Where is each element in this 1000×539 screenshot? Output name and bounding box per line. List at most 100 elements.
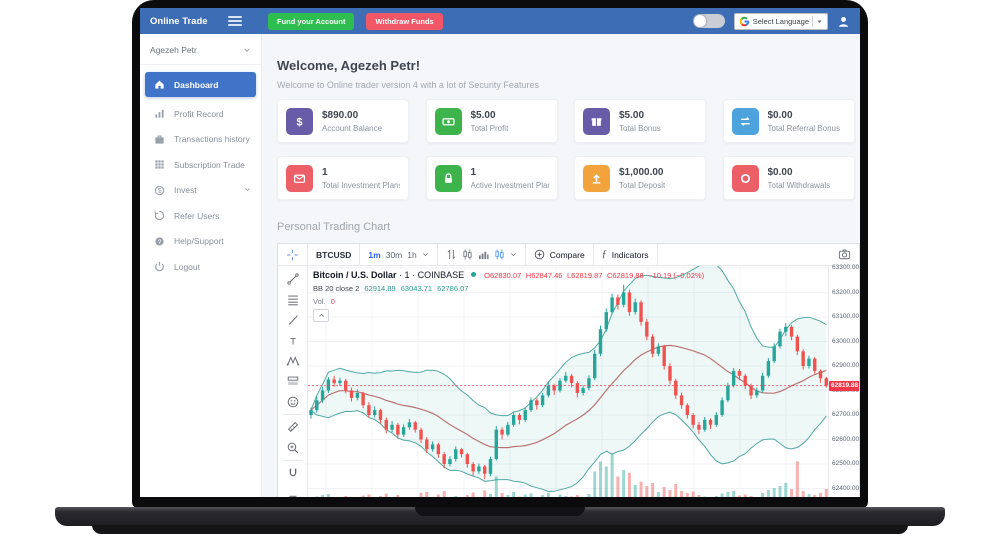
sidebar-item-label: Dashboard xyxy=(174,79,219,90)
exchange-icon xyxy=(731,107,759,135)
sidebar-item-label: Subscription Trade xyxy=(174,159,245,170)
indicators-button[interactable]: ƒ Indicators xyxy=(594,244,658,265)
svg-text:$: $ xyxy=(158,187,162,194)
screenshot-button[interactable] xyxy=(830,244,859,265)
pattern-tool[interactable] xyxy=(278,351,307,371)
sidebar-item-refer-users[interactable]: Refer Users xyxy=(140,203,261,229)
stat-label: Total Withdrawals xyxy=(767,180,831,190)
stat-label: Account Balance xyxy=(322,123,383,133)
chevron-down-icon xyxy=(244,48,250,52)
stat-value: 1 xyxy=(470,166,477,178)
price-tick: 63100.00 xyxy=(832,313,860,320)
crosshair-tool-button[interactable] xyxy=(278,244,308,265)
theme-toggle[interactable] xyxy=(692,14,725,28)
sidebar-item-subscription-trade[interactable]: Subscription Trade xyxy=(140,152,261,178)
brand-logo[interactable]: Online Trade xyxy=(150,15,208,27)
stat-card-total-deposit: $1,000.00 Total Deposit xyxy=(574,156,706,200)
gift-icon xyxy=(583,107,610,135)
long-position-tool[interactable] xyxy=(278,371,307,391)
chart-style-switcher xyxy=(438,244,526,265)
money-icon: $ xyxy=(154,184,166,196)
crosshair-icon xyxy=(287,249,298,260)
sidebar-item-label: Profit Record xyxy=(174,108,224,119)
chart-toolbar: BTCUSD 1m 30m 1h xyxy=(278,244,859,266)
bars-style-icon[interactable] xyxy=(446,249,457,260)
laptop-foot xyxy=(92,525,908,534)
dropdown-arrow-icon xyxy=(817,19,822,23)
user-account-icon[interactable] xyxy=(837,15,850,28)
hollow-candles-style-icon[interactable] xyxy=(494,249,505,260)
legend-collapse-button[interactable] xyxy=(313,309,329,322)
sidebar-item-label: Help/Support xyxy=(174,236,224,247)
price-tick: 62700.00 xyxy=(832,411,860,418)
circle-icon xyxy=(731,164,759,192)
emoji-tool[interactable] xyxy=(278,392,307,412)
withdraw-funds-button[interactable]: Withdraw Funds xyxy=(366,12,443,30)
timeframe-1m[interactable]: 1m xyxy=(368,249,381,260)
language-selector[interactable]: Select Language xyxy=(733,12,828,30)
timeframe-30m[interactable]: 30m xyxy=(385,249,403,260)
chart-plot-area[interactable]: Bitcoin / U.S. Dollar · 1 · COINBASE O62… xyxy=(308,266,828,497)
envelope-icon xyxy=(286,164,313,192)
home-icon xyxy=(154,79,166,91)
stat-card-total-investment-plans: 1 Total Investment Plans xyxy=(277,156,409,200)
timeframe-switcher: 1m 30m 1h xyxy=(360,244,438,265)
stat-label: Total Deposit xyxy=(619,180,666,190)
fib-retracement-tool[interactable] xyxy=(278,289,307,309)
stat-card-total-referral-bonus: $0.00 Total Referral Bonus xyxy=(722,99,855,143)
sidebar-user-menu[interactable]: Agezeh Petr xyxy=(140,34,261,65)
chevron-down-icon[interactable] xyxy=(510,251,517,258)
laptop-base xyxy=(55,507,945,526)
price-tick: 63300.00 xyxy=(832,264,860,271)
sidebar-item-profit-record[interactable]: Profit Record xyxy=(140,101,261,127)
hamburger-icon[interactable] xyxy=(228,14,242,28)
area-style-icon[interactable] xyxy=(478,249,489,260)
stat-value: 1 xyxy=(322,166,328,178)
dollar-icon: $ xyxy=(286,107,313,135)
stat-cards: $ $890.00 Account Balance $5.00 Total Prof… xyxy=(277,99,855,200)
candlestick-plot xyxy=(308,266,828,497)
trend-line-tool[interactable] xyxy=(278,269,307,289)
power-icon xyxy=(154,261,166,273)
stat-value: $5.00 xyxy=(470,109,496,121)
symbol-button[interactable]: BTCUSD xyxy=(308,244,361,265)
price-axis[interactable]: 63300.00 63200.00 63100.00 63000.00 62900.00… xyxy=(828,264,860,497)
sidebar-item-label: Invest xyxy=(174,185,197,196)
timeframe-1h[interactable]: 1h xyxy=(407,249,417,260)
svg-text:T: T xyxy=(290,336,296,347)
price-tick: 62500.00 xyxy=(832,460,860,467)
toggle-knob xyxy=(693,15,706,27)
text-tool[interactable]: T xyxy=(278,330,307,350)
trading-chart-widget: BTCUSD 1m 30m 1h xyxy=(277,243,860,497)
app-screen: Online Trade Fund your Account Withdraw … xyxy=(140,8,860,497)
compare-label: Compare xyxy=(549,249,585,260)
main-content: Welcome, Agezeh Petr! Welcome to Online … xyxy=(262,34,860,497)
candles-style-icon[interactable] xyxy=(462,249,473,260)
google-logo-icon xyxy=(739,16,749,26)
sidebar-item-logout[interactable]: Logout xyxy=(140,254,261,280)
fund-account-button[interactable]: Fund your Account xyxy=(268,12,355,30)
sidebar-item-invest[interactable]: $ Invest xyxy=(140,178,261,204)
briefcase-icon xyxy=(154,133,166,145)
chart-body: T xyxy=(278,264,860,497)
zoom-in-tool[interactable] xyxy=(278,438,307,458)
drawing-toolbar: T xyxy=(278,266,308,497)
camera-icon xyxy=(838,249,851,260)
refer-icon xyxy=(154,210,166,222)
sidebar-item-transactions-history[interactable]: Transactions history xyxy=(140,127,261,153)
lock-drawings-tool[interactable] xyxy=(278,484,307,497)
brush-tool[interactable] xyxy=(278,310,307,330)
compare-button[interactable]: Compare xyxy=(526,244,594,265)
chevron-up-icon xyxy=(318,313,324,317)
sidebar-item-help-support[interactable]: ? Help/Support xyxy=(140,229,261,255)
sidebar-item-label: Logout xyxy=(174,261,200,272)
measure-tool[interactable] xyxy=(278,417,307,437)
price-tick: 62600.00 xyxy=(832,435,860,443)
compare-plus-icon xyxy=(534,249,544,260)
stat-value: $890.00 xyxy=(322,109,359,121)
sidebar-item-dashboard[interactable]: Dashboard xyxy=(145,72,256,97)
magnet-tool[interactable] xyxy=(278,463,307,483)
chevron-down-icon[interactable] xyxy=(422,251,429,258)
stat-card-account-balance: $ $890.00 Account Balance xyxy=(277,99,409,143)
stat-value: $0.00 xyxy=(767,166,793,178)
